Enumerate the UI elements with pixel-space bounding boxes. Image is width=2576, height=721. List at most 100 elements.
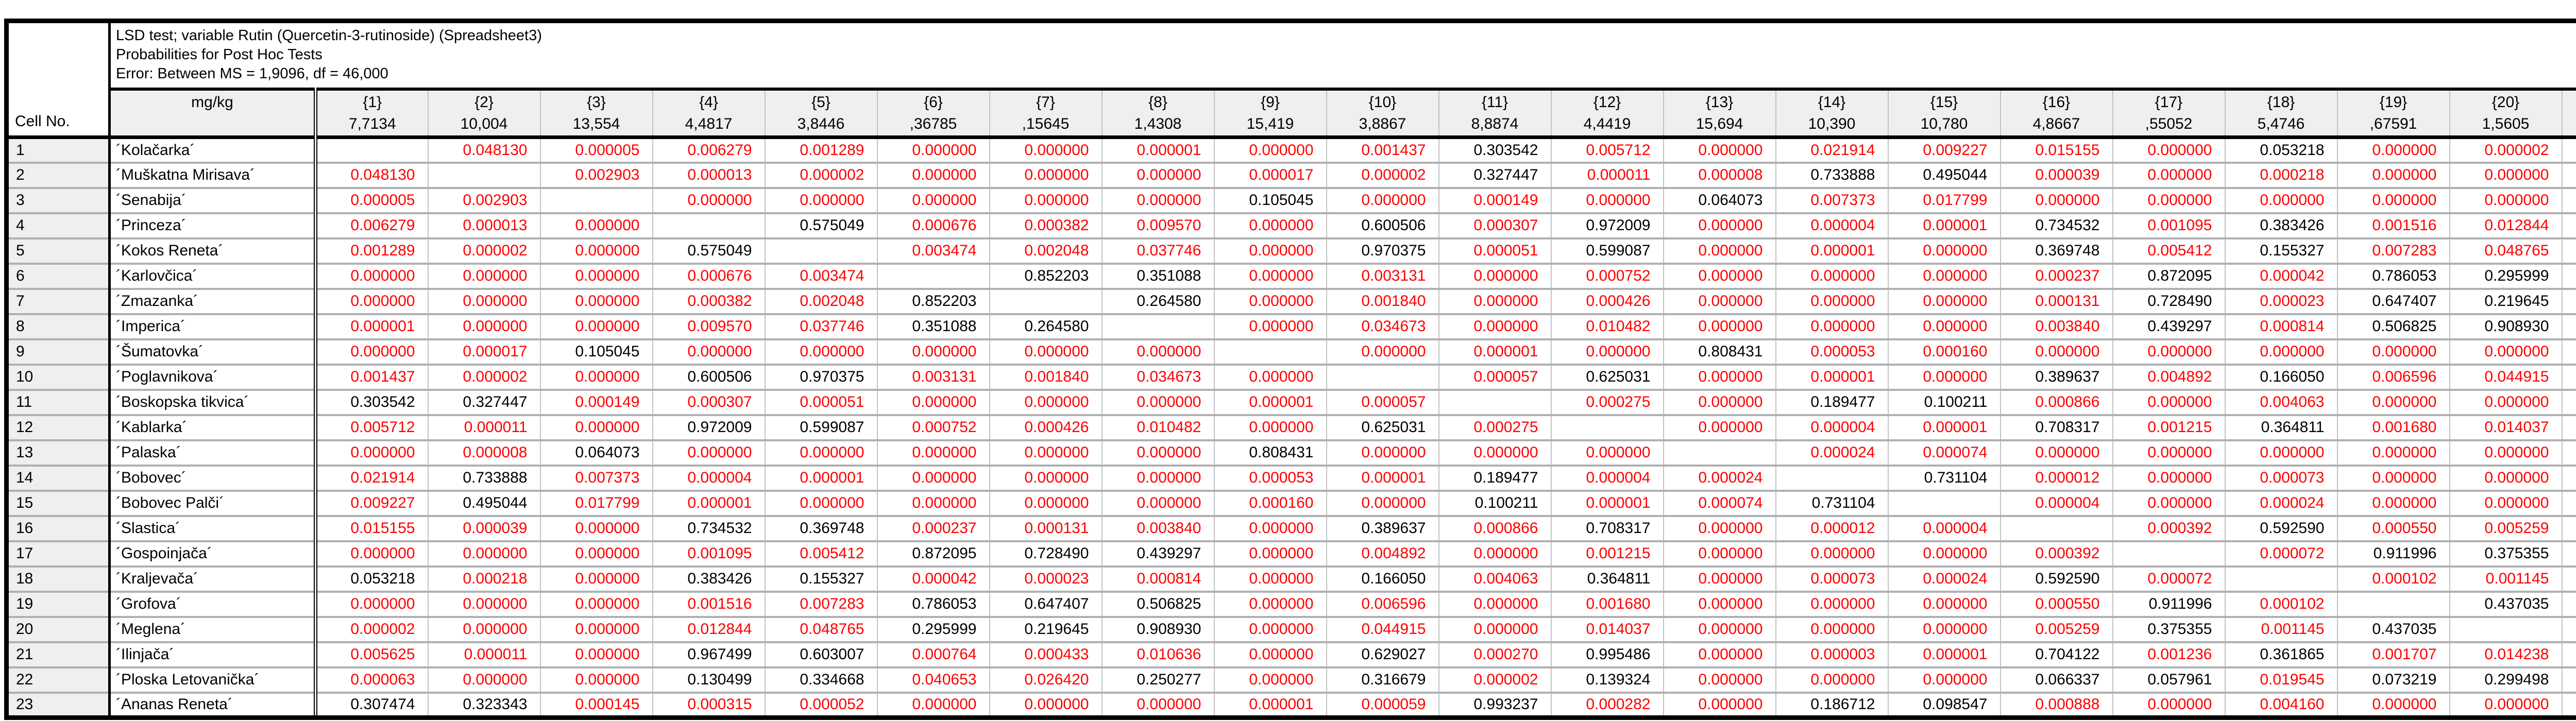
probability-cell: 0.000000 bbox=[1775, 540, 1888, 566]
cultivar-name: ´Kolačarka´ bbox=[109, 136, 317, 163]
probability-cell: 0.389637 bbox=[1326, 514, 1439, 541]
probability-cell: 0.647407 bbox=[989, 590, 1102, 617]
probability-cell: 0.000000 bbox=[1663, 590, 1776, 617]
probability-cell: 0.495044 bbox=[1887, 161, 2001, 188]
probability-cell: 0.000102 bbox=[2224, 590, 2337, 617]
row-number: 15 bbox=[6, 489, 111, 516]
probability-cell: 0.000392 bbox=[1999, 540, 2113, 566]
probability-cell: 0.155327 bbox=[2224, 237, 2337, 264]
column-mean: 4,8667 bbox=[2032, 115, 2080, 132]
cultivar-name: ´Bobovec´ bbox=[109, 464, 317, 491]
probability-cell: 0.002903 bbox=[539, 161, 653, 188]
probability-cell: 0.189477 bbox=[1775, 388, 1888, 415]
diagonal-empty-cell bbox=[2224, 565, 2337, 592]
probability-cell: 0.000382 bbox=[652, 287, 765, 314]
probability-cell: 0.000002 bbox=[315, 615, 428, 642]
column-id: {18} bbox=[2267, 94, 2295, 111]
probability-cell: 0.625031 bbox=[1550, 363, 1664, 390]
probability-cell: 0.000275 bbox=[1438, 414, 1551, 440]
probability-cell: 0.364811 bbox=[2224, 414, 2337, 440]
probability-cell: 0.000004 bbox=[1550, 464, 1664, 491]
probability-cell: 0.000000 bbox=[1775, 590, 1888, 617]
probability-cell: 0.000000 bbox=[1101, 338, 1214, 365]
cultivar-name: ´Meglena´ bbox=[109, 615, 317, 642]
probability-cell: 0.048130 bbox=[427, 136, 540, 163]
probability-cell: 0.000102 bbox=[2336, 565, 2450, 592]
probability-cell: 0.000000 bbox=[1775, 666, 1888, 693]
probability-cell: 0.000000 bbox=[1550, 439, 1664, 466]
cultivar-name: ´Kraljevača´ bbox=[109, 565, 317, 592]
probability-cell: 0.600506 bbox=[1326, 212, 1439, 238]
probability-cell: 0.002048 bbox=[764, 287, 877, 314]
probability-cell: 0.000057 bbox=[1438, 363, 1551, 390]
probability-cell: 0.361865 bbox=[2224, 641, 2337, 667]
probability-cell: 0.002903 bbox=[427, 186, 540, 213]
probability-cell: 0.000039 bbox=[427, 514, 540, 541]
probability-cell: 0.001289 bbox=[764, 136, 877, 163]
cultivar-name: ´Bobovec Palči´ bbox=[109, 489, 317, 516]
probability-cell: 0.000000 bbox=[2336, 388, 2450, 415]
probability-cell: 0.048130 bbox=[315, 161, 428, 188]
probability-cell: 0.000072 bbox=[2112, 565, 2225, 592]
column-id: {16} bbox=[2042, 94, 2071, 111]
table-row: 21 ´Ilinjača´ 0.005625 0.000011 0.000000 0.96… bbox=[6, 641, 2576, 667]
probability-cell: 0.001437 bbox=[315, 363, 428, 390]
probability-cell: 0.019545 bbox=[2224, 666, 2337, 693]
column-mean: 7,7134 bbox=[348, 115, 396, 132]
probability-cell: 0.139324 bbox=[1550, 666, 1664, 693]
probability-cell: 0.364811 bbox=[1550, 565, 1664, 592]
probability-cell: 0.000000 bbox=[1999, 186, 2113, 213]
probability-cell: 0.000000 bbox=[1101, 464, 1214, 491]
probability-cell: 0.872095 bbox=[2112, 262, 2225, 289]
probability-cell: 0.506825 bbox=[2336, 313, 2450, 339]
probability-cell: 0.000000 bbox=[1438, 313, 1551, 339]
diagonal-empty-cell bbox=[1326, 363, 1439, 390]
probability-cell: 0.000000 bbox=[1326, 489, 1439, 516]
probability-cell: 0.439297 bbox=[2112, 313, 2225, 339]
table-row: 15 ´Bobovec Palči´ 0.009227 0.495044 0.01779… bbox=[6, 489, 2576, 516]
column-header-10: {10} 3,8867 bbox=[1326, 89, 1439, 139]
probability-cell: 0.000000 bbox=[2224, 338, 2337, 365]
probability-cell: 0.048765 bbox=[764, 615, 877, 642]
probability-cell: 0.000000 bbox=[539, 540, 653, 566]
probability-cell: 0.000000 bbox=[1663, 287, 1776, 314]
probability-cell: 0.361865 bbox=[2561, 565, 2576, 592]
probability-cell: 0.057961 bbox=[2112, 666, 2225, 693]
probability-cell: 0.000042 bbox=[2224, 262, 2337, 289]
probability-cell: 0.250277 bbox=[1101, 666, 1214, 693]
row-number: 8 bbox=[6, 313, 111, 339]
probability-cell: 0.000000 bbox=[2336, 489, 2450, 516]
probability-cell: 0.000000 bbox=[1213, 313, 1327, 339]
column-mean: 15,419 bbox=[1246, 115, 1294, 132]
column-mean: 15,694 bbox=[1696, 115, 1743, 132]
column-header-3: {3} 13,554 bbox=[539, 89, 653, 139]
probability-cell: 0.351088 bbox=[876, 313, 990, 339]
probability-cell: 0.000012 bbox=[1775, 514, 1888, 541]
probability-cell: 0.000000 bbox=[539, 641, 653, 667]
diagonal-empty-cell bbox=[539, 186, 653, 213]
probability-cell: 0.098547 bbox=[1887, 691, 2001, 718]
probability-cell: 0.000000 bbox=[1775, 615, 1888, 642]
column-mean: 4,4817 bbox=[685, 115, 733, 132]
cultivar-name: ´Poglavnikova´ bbox=[109, 363, 317, 390]
probability-cell: 0.219645 bbox=[989, 615, 1102, 642]
probability-cell: 0.000000 bbox=[2336, 439, 2450, 466]
probability-cell: 0.001145 bbox=[2449, 565, 2562, 592]
title-line-1: LSD test; variable Rutin (Quercetin-3-ru… bbox=[116, 27, 542, 44]
probability-cell: 0.000131 bbox=[1999, 287, 2113, 314]
probability-cell: 0.000000 bbox=[2449, 464, 2562, 491]
diagonal-empty-cell bbox=[2112, 540, 2225, 566]
diagonal-empty-cell bbox=[1663, 439, 1776, 466]
probability-cell: 0.495044 bbox=[427, 489, 540, 516]
probability-cell: 0.034673 bbox=[1326, 313, 1439, 339]
probability-cell: 0.009227 bbox=[1887, 136, 2001, 163]
column-mean: 10,780 bbox=[1920, 115, 1968, 132]
cultivar-name: ´Imperica´ bbox=[109, 313, 317, 339]
probability-cell: 0.000000 bbox=[2336, 186, 2450, 213]
diagonal-empty-cell bbox=[315, 136, 428, 163]
probability-cell: 0.000000 bbox=[1213, 590, 1327, 617]
probability-cell: 0.731104 bbox=[1887, 464, 2001, 491]
probability-cell: 0.000218 bbox=[2224, 161, 2337, 188]
probability-cell: 0.437035 bbox=[2449, 590, 2562, 617]
row-number: 19 bbox=[6, 590, 111, 617]
